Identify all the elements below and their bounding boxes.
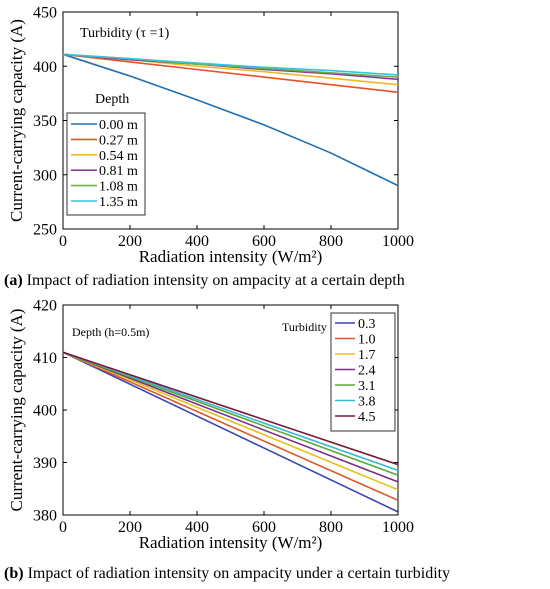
legend-entry: 0.27 m: [99, 133, 138, 148]
y-tick-label: 250: [33, 222, 57, 239]
series-line-7: [62, 351, 399, 466]
legend-entry: 2.4: [358, 364, 376, 379]
legend-entry: 1.35 m: [99, 195, 138, 210]
x-tick-label: 800: [319, 519, 343, 536]
legend-entry: 0.54 m: [99, 149, 138, 164]
series-line-2: [62, 351, 399, 502]
chart-a: 0 200 400 600 800 1000 250 300 350 400 450 Radiatio…: [7, 5, 414, 267]
y-tick-label: 400: [33, 403, 57, 420]
x-axis-label: Radiation intensity (W/m²): [139, 533, 323, 552]
y-tick-label: 420: [33, 298, 57, 315]
series-line-1: [62, 351, 399, 513]
chart-annotation: Turbidity (τ =1): [80, 26, 170, 41]
y-tick-label: 390: [33, 455, 57, 472]
caption-a-text: Impact of radiation intensity on ampacit…: [22, 272, 405, 289]
y-tick-label: 410: [33, 350, 57, 367]
legend-entry: 4.5: [358, 410, 376, 425]
y-axis-label: Current-carrying capacity (A): [7, 19, 26, 222]
series-line-1: [62, 53, 399, 187]
legend-entry: 3.1: [358, 379, 376, 394]
x-tick-label: 1000: [382, 519, 414, 536]
legend-box: [330, 312, 396, 432]
x-tick-label: 600: [252, 233, 276, 250]
legend-entry: 0.3: [358, 317, 376, 332]
y-axis-label: Current-carrying capacity (A): [7, 309, 26, 512]
series-line-6: [62, 351, 399, 472]
x-axis-label: Radiation intensity (W/m²): [139, 247, 323, 266]
x-tick-label: 200: [118, 519, 142, 536]
legend-title: Turbidity: [282, 320, 327, 334]
series-line-2: [62, 53, 399, 94]
legend-entry: 3.8: [358, 395, 376, 410]
chart-annotation: Depth (h=0.5m): [72, 325, 149, 339]
series-line-6: [62, 53, 399, 76]
x-tick-label: 0: [59, 233, 67, 250]
x-tick-label: 600: [252, 519, 276, 536]
y-tick-label: 450: [33, 5, 57, 22]
x-tick-label: 200: [118, 233, 142, 250]
caption-b-label: (b): [4, 565, 24, 582]
legend-title: Depth: [95, 92, 129, 107]
series-line-4: [62, 351, 399, 483]
x-tick-label: 400: [185, 233, 209, 250]
y-tick-label: 300: [33, 167, 57, 184]
caption-a: (a) Impact of radiation intensity on amp…: [4, 272, 405, 290]
legend-entry: 0.81 m: [99, 164, 138, 179]
caption-a-label: (a): [4, 272, 23, 289]
legend-box: [66, 112, 146, 216]
legend-entry: 0.00 m: [99, 118, 138, 133]
x-tick-label: 0: [59, 519, 67, 536]
series-line-3: [62, 351, 399, 491]
y-tick-label: 400: [33, 59, 57, 76]
legend-entry: 1.08 m: [99, 180, 138, 195]
y-tick-label: 350: [33, 113, 57, 130]
y-tick-label: 380: [33, 508, 57, 525]
legend-entry: 1.7: [358, 348, 376, 363]
x-tick-label: 400: [185, 519, 209, 536]
legend-entry: 1.0: [358, 333, 376, 348]
chart-b: 0 200 400 600 800 1000 380 390 400 410 420 Radiatio…: [7, 298, 414, 553]
x-tick-label: 800: [319, 233, 343, 250]
x-tick-label: 1000: [382, 233, 414, 250]
caption-b-text: Impact of radiation intensity on ampacit…: [23, 565, 451, 582]
caption-b: (b) Impact of radiation intensity on amp…: [4, 565, 450, 583]
